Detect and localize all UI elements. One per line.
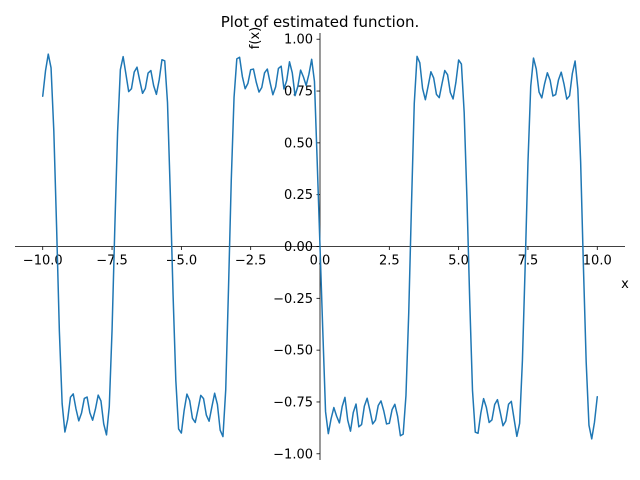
y-tick-label: −1.00	[273, 447, 313, 462]
x-tick-label: −2.5	[235, 254, 267, 269]
y-tick-label: 0.50	[284, 136, 313, 151]
y-tick-label: 1.00	[284, 33, 313, 48]
y-tick-label: 0.25	[284, 188, 313, 203]
y-tick-label: −0.25	[273, 292, 313, 307]
x-tick-label: 5.0	[448, 254, 469, 269]
x-axis-label: x	[621, 277, 629, 292]
x-tick-label: 7.5	[518, 254, 539, 269]
x-tick-label: 2.5	[379, 254, 400, 269]
y-tick-label: −0.75	[273, 395, 313, 410]
series-line	[41, 53, 599, 440]
x-tick-label: −10.0	[23, 254, 63, 269]
x-axis-ticks: −10.0 −7.5 −5.0 −2.5 0.0 2.5 5.0 7.5 10.0	[23, 246, 612, 269]
y-tick-label: 0.75	[284, 85, 313, 100]
x-tick-label: 10.0	[583, 254, 612, 269]
y-axis-label: f(x)	[248, 27, 263, 49]
x-tick-label: −7.5	[96, 254, 128, 269]
y-axis-ticks: −1.00 −0.75 −0.50 −0.25 0.00 0.25 0.50 0.75 1.00	[273, 33, 320, 462]
chart-title: Plot of estimated function.	[221, 13, 420, 31]
y-tick-label: −0.50	[273, 344, 313, 359]
x-tick-label: −5.0	[166, 254, 198, 269]
y-tick-label: 0.00	[284, 240, 313, 255]
